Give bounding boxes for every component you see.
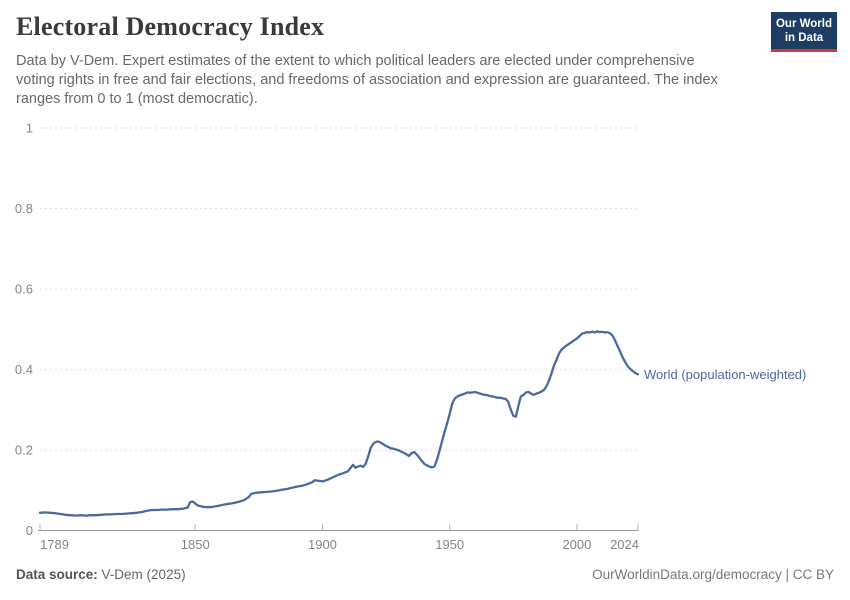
page-title: Electoral Democracy Index xyxy=(16,12,325,41)
data-source-label: Data source: xyxy=(16,567,98,582)
y-axis-tick-label: 1 xyxy=(26,121,33,136)
subtitle-line-3: ranges from 0 to 1 (most democratic). xyxy=(16,91,258,107)
logo-line-1: Our World xyxy=(775,18,832,30)
x-axis-tick-label: 2024 xyxy=(610,537,639,552)
subtitle-line-1: Data by V-Dem. Expert estimates of the e… xyxy=(16,53,695,69)
credit-link[interactable]: OurWorldinData.org/democracy | CC BY xyxy=(592,567,834,582)
data-source: Data source: V-Dem (2025) xyxy=(16,567,186,582)
y-axis-tick-label: 0.6 xyxy=(15,282,33,297)
series-label: World (population-weighted) xyxy=(644,367,807,382)
logo-line-2: in Data xyxy=(784,32,824,44)
chart-footer: Data source: V-Dem (2025) OurWorldinData… xyxy=(16,567,834,582)
y-axis-tick-label: 0.8 xyxy=(15,201,33,216)
democracy-index-line xyxy=(38,330,640,517)
subtitle-line-2: voting rights in free and fair elections… xyxy=(16,72,718,88)
y-axis-tick-label: 0.2 xyxy=(15,443,33,458)
y-axis-tick-label: 0.4 xyxy=(15,362,33,377)
chart-subtitle: Data by V-Dem. Expert estimates of the e… xyxy=(16,52,718,109)
x-axis-tick-label: 1900 xyxy=(308,537,337,552)
data-source-value: V-Dem (2025) xyxy=(101,567,186,582)
x-axis-tick-label: 1850 xyxy=(181,537,210,552)
y-axis-tick-label: 0 xyxy=(26,523,33,538)
x-axis-tick-label: 1950 xyxy=(435,537,464,552)
x-axis-tick-label: 2000 xyxy=(562,537,591,552)
x-axis-tick-label: 1789 xyxy=(40,537,69,552)
owid-logo[interactable]: Our World in Data xyxy=(771,12,837,52)
